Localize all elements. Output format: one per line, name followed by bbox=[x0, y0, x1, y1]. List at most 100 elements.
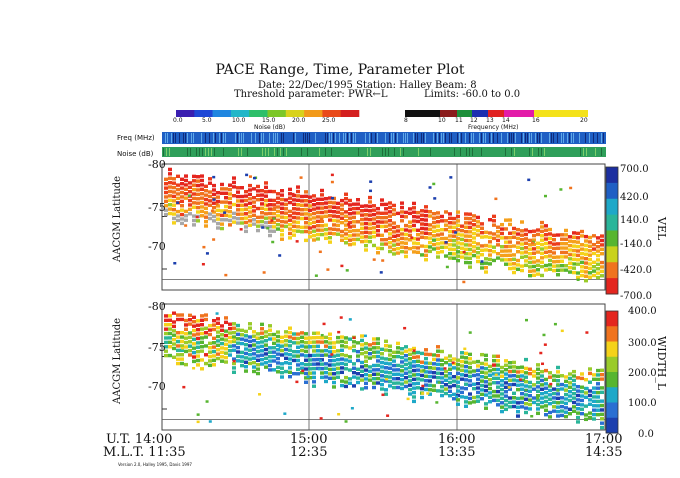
data-cell bbox=[404, 250, 408, 254]
noise-strip-stripe bbox=[241, 148, 242, 156]
freq-strip-stripe bbox=[405, 133, 406, 143]
data-cell bbox=[416, 237, 420, 241]
data-cell bbox=[520, 255, 524, 259]
data-cell bbox=[532, 269, 536, 273]
data-cell bbox=[164, 327, 168, 331]
data-cell bbox=[444, 369, 448, 374]
data-cell bbox=[500, 405, 504, 409]
data-cell bbox=[500, 379, 504, 383]
data-cell bbox=[352, 384, 356, 388]
noise-strip-stripe bbox=[382, 148, 383, 156]
data-cell bbox=[384, 215, 388, 220]
data-cell bbox=[364, 221, 368, 226]
data-cell bbox=[232, 330, 236, 335]
scatter-point bbox=[432, 182, 436, 186]
data-cell bbox=[212, 341, 216, 345]
data-cell bbox=[508, 266, 512, 271]
data-cell bbox=[496, 403, 500, 407]
data-cell bbox=[596, 262, 600, 267]
data-cell bbox=[596, 373, 600, 377]
data-cell bbox=[360, 360, 364, 365]
data-cell bbox=[576, 402, 580, 407]
data-cell bbox=[344, 362, 348, 367]
data-cell bbox=[564, 410, 568, 414]
data-cell bbox=[348, 216, 352, 220]
data-cell bbox=[260, 357, 264, 362]
data-cell bbox=[432, 366, 436, 370]
data-cell bbox=[352, 220, 356, 224]
data-cell bbox=[200, 331, 204, 336]
data-cell bbox=[388, 201, 392, 205]
data-cell bbox=[492, 258, 496, 263]
data-cell bbox=[416, 241, 420, 246]
data-cell bbox=[248, 205, 252, 210]
data-cell bbox=[588, 393, 592, 398]
data-cell bbox=[412, 368, 416, 373]
data-cell bbox=[504, 407, 508, 412]
data-cell bbox=[376, 376, 380, 381]
data-cell bbox=[276, 209, 280, 214]
data-cell bbox=[528, 371, 532, 376]
data-cell bbox=[308, 336, 312, 340]
data-cell bbox=[280, 193, 284, 197]
data-cell bbox=[380, 224, 384, 229]
data-cell bbox=[504, 218, 508, 222]
data-cell bbox=[352, 206, 356, 211]
noise-scale-tick: 0.0 bbox=[173, 117, 183, 124]
data-cell bbox=[512, 378, 516, 382]
data-cell bbox=[196, 336, 200, 341]
data-cell bbox=[428, 383, 432, 388]
data-cell bbox=[204, 344, 208, 348]
data-cell bbox=[504, 236, 508, 240]
data-cell bbox=[468, 247, 472, 252]
data-cell bbox=[472, 253, 476, 258]
data-cell bbox=[504, 381, 508, 385]
data-cell bbox=[240, 221, 244, 225]
data-cell bbox=[172, 190, 176, 194]
data-cell bbox=[388, 366, 392, 370]
data-cell bbox=[216, 221, 220, 226]
data-cell bbox=[496, 394, 500, 398]
data-cell bbox=[260, 202, 264, 206]
scatter-point bbox=[337, 412, 341, 416]
data-cell bbox=[552, 233, 556, 238]
data-cell bbox=[480, 222, 484, 226]
data-cell bbox=[360, 334, 364, 338]
data-cell bbox=[316, 224, 320, 228]
data-cell bbox=[320, 353, 324, 358]
data-cell bbox=[348, 207, 352, 212]
scatter-point bbox=[363, 334, 367, 338]
data-cell bbox=[572, 266, 576, 270]
data-cell bbox=[508, 387, 512, 391]
data-cell bbox=[248, 210, 252, 214]
data-cell bbox=[388, 210, 392, 214]
data-cell bbox=[380, 246, 384, 251]
data-cell bbox=[396, 350, 400, 354]
data-cell bbox=[304, 345, 308, 349]
data-cell bbox=[244, 351, 248, 356]
data-cell bbox=[328, 240, 332, 244]
width-colorbar-tick: 200.0 bbox=[628, 368, 657, 379]
data-cell bbox=[384, 207, 388, 211]
data-cell bbox=[280, 366, 284, 370]
data-cell bbox=[408, 370, 412, 374]
data-cell bbox=[576, 249, 580, 253]
data-cell bbox=[292, 215, 296, 220]
data-cell bbox=[284, 207, 288, 211]
data-cell bbox=[492, 214, 496, 219]
data-cell bbox=[424, 258, 428, 262]
data-cell bbox=[292, 220, 296, 224]
data-cell bbox=[464, 238, 468, 243]
noise-strip-stripe bbox=[166, 148, 167, 156]
scatter-point bbox=[330, 180, 334, 184]
data-cell bbox=[268, 189, 272, 194]
data-cell bbox=[264, 334, 268, 338]
freq-strip-stripe bbox=[445, 133, 446, 143]
data-cell bbox=[184, 327, 188, 332]
data-cell bbox=[376, 228, 380, 233]
scatter-point bbox=[183, 183, 187, 187]
data-cell bbox=[336, 223, 340, 228]
scatter-point bbox=[530, 414, 534, 418]
data-cell bbox=[180, 181, 184, 186]
data-cell bbox=[596, 253, 600, 258]
